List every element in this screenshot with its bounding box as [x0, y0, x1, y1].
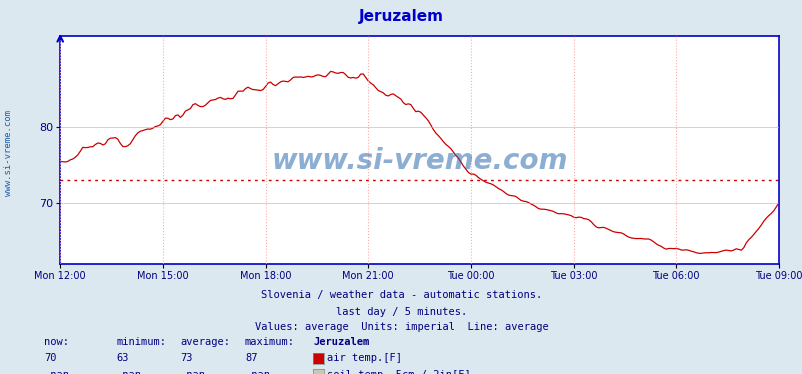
- Text: minimum:: minimum:: [116, 337, 166, 347]
- Text: average:: average:: [180, 337, 230, 347]
- Text: 63: 63: [116, 353, 129, 364]
- Text: 70: 70: [44, 353, 57, 364]
- Text: Values: average  Units: imperial  Line: average: Values: average Units: imperial Line: av…: [254, 322, 548, 332]
- Text: www.si-vreme.com: www.si-vreme.com: [271, 147, 567, 175]
- Text: 73: 73: [180, 353, 193, 364]
- Text: air temp.[F]: air temp.[F]: [326, 353, 401, 364]
- Text: Jeruzalem: Jeruzalem: [358, 9, 444, 24]
- Text: Slovenia / weather data - automatic stations.: Slovenia / weather data - automatic stat…: [261, 290, 541, 300]
- Text: -nan: -nan: [116, 370, 141, 374]
- Text: last day / 5 minutes.: last day / 5 minutes.: [335, 307, 467, 317]
- Text: Jeruzalem: Jeruzalem: [313, 337, 369, 347]
- Text: 87: 87: [245, 353, 257, 364]
- Text: www.si-vreme.com: www.si-vreme.com: [3, 110, 13, 196]
- Text: -nan: -nan: [180, 370, 205, 374]
- Text: -nan: -nan: [44, 370, 69, 374]
- Text: soil temp. 5cm / 2in[F]: soil temp. 5cm / 2in[F]: [326, 370, 470, 374]
- Text: maximum:: maximum:: [245, 337, 294, 347]
- Text: -nan: -nan: [245, 370, 269, 374]
- Text: now:: now:: [44, 337, 69, 347]
